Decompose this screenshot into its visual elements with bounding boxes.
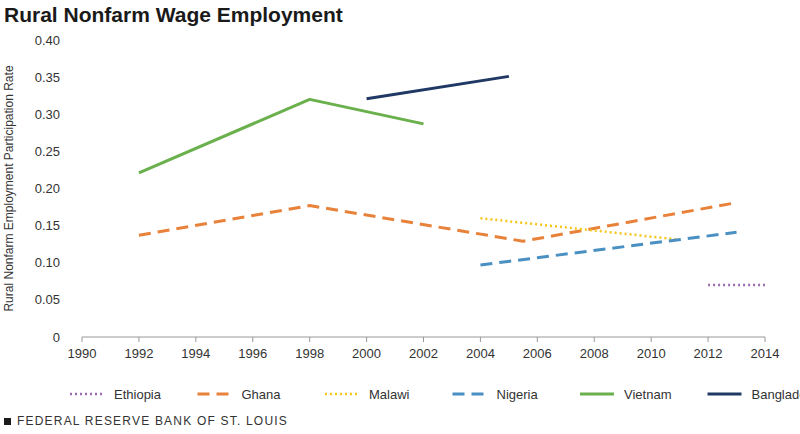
series-line bbox=[708, 284, 765, 287]
x-tick bbox=[480, 337, 481, 342]
series-line bbox=[480, 232, 736, 265]
x-tick bbox=[138, 337, 139, 342]
x-tick-label: 2006 bbox=[523, 346, 552, 361]
x-tick bbox=[594, 337, 595, 342]
x-tick bbox=[252, 337, 253, 342]
x-tick-label: 1992 bbox=[124, 346, 153, 361]
legend-swatch bbox=[453, 393, 487, 396]
y-tick-label: 0.05 bbox=[35, 292, 60, 307]
legend-label: Malawi bbox=[369, 387, 410, 402]
y-tick-label: 0.25 bbox=[35, 144, 60, 159]
legend-swatch bbox=[198, 393, 232, 396]
x-tick-label: 1990 bbox=[68, 346, 97, 361]
series-line bbox=[139, 99, 424, 173]
x-tick-label: 2010 bbox=[637, 346, 666, 361]
legend-swatch bbox=[325, 393, 359, 396]
x-tick bbox=[765, 337, 766, 342]
legend-swatch bbox=[708, 393, 742, 396]
x-tick bbox=[537, 337, 538, 342]
y-tick-label: 0.35 bbox=[35, 70, 60, 85]
x-tick-label: 1994 bbox=[181, 346, 210, 361]
x-tick-label: 1996 bbox=[238, 346, 267, 361]
x-tick-label: 2004 bbox=[466, 346, 495, 361]
series-group bbox=[139, 76, 765, 285]
x-tick-label: 2002 bbox=[409, 346, 438, 361]
footer-square bbox=[4, 418, 11, 425]
x-tick bbox=[309, 337, 310, 342]
title: Rural Nonfarm Wage Employment bbox=[4, 3, 343, 26]
y-axis-title: Rural Nonfarm Employment Participation R… bbox=[2, 65, 16, 311]
y-tick-label: 0.20 bbox=[35, 181, 60, 196]
series-line bbox=[139, 203, 737, 242]
y-tick-label: 0.30 bbox=[35, 107, 60, 122]
x-tick bbox=[366, 337, 367, 342]
legend-label: Ghana bbox=[242, 387, 282, 402]
x-tick bbox=[423, 337, 424, 342]
legend-swatch bbox=[580, 393, 614, 396]
legend-label: Nigeria bbox=[497, 387, 539, 402]
y-tick-label: 0 bbox=[53, 330, 60, 345]
series-line bbox=[367, 76, 509, 98]
legend-label: Vietnam bbox=[624, 387, 671, 402]
x-tick-label: 2014 bbox=[751, 346, 780, 361]
source: FEDERAL RESERVE BANK OF ST. LOUIS bbox=[17, 414, 288, 428]
x-tick bbox=[195, 337, 196, 342]
chart: Rural Nonfarm Wage Employment Rural Nonfa… bbox=[0, 0, 800, 434]
x-tick bbox=[82, 337, 83, 342]
legend-label: Ethiopia bbox=[114, 387, 162, 402]
x-tick bbox=[708, 337, 709, 342]
x-tick bbox=[651, 337, 652, 342]
y-tick-label: 0.40 bbox=[35, 33, 60, 48]
x-tick-label: 2008 bbox=[580, 346, 609, 361]
legend-label: Bangladesh bbox=[752, 387, 800, 402]
legend-swatch bbox=[70, 393, 104, 396]
x-tick-label: 2012 bbox=[694, 346, 723, 361]
series-line bbox=[480, 218, 679, 240]
y-tick-label: 0.10 bbox=[35, 255, 60, 270]
y-tick-label: 0.15 bbox=[35, 218, 60, 233]
x-tick-label: 1998 bbox=[295, 346, 324, 361]
x-tick-label: 2000 bbox=[352, 346, 381, 361]
